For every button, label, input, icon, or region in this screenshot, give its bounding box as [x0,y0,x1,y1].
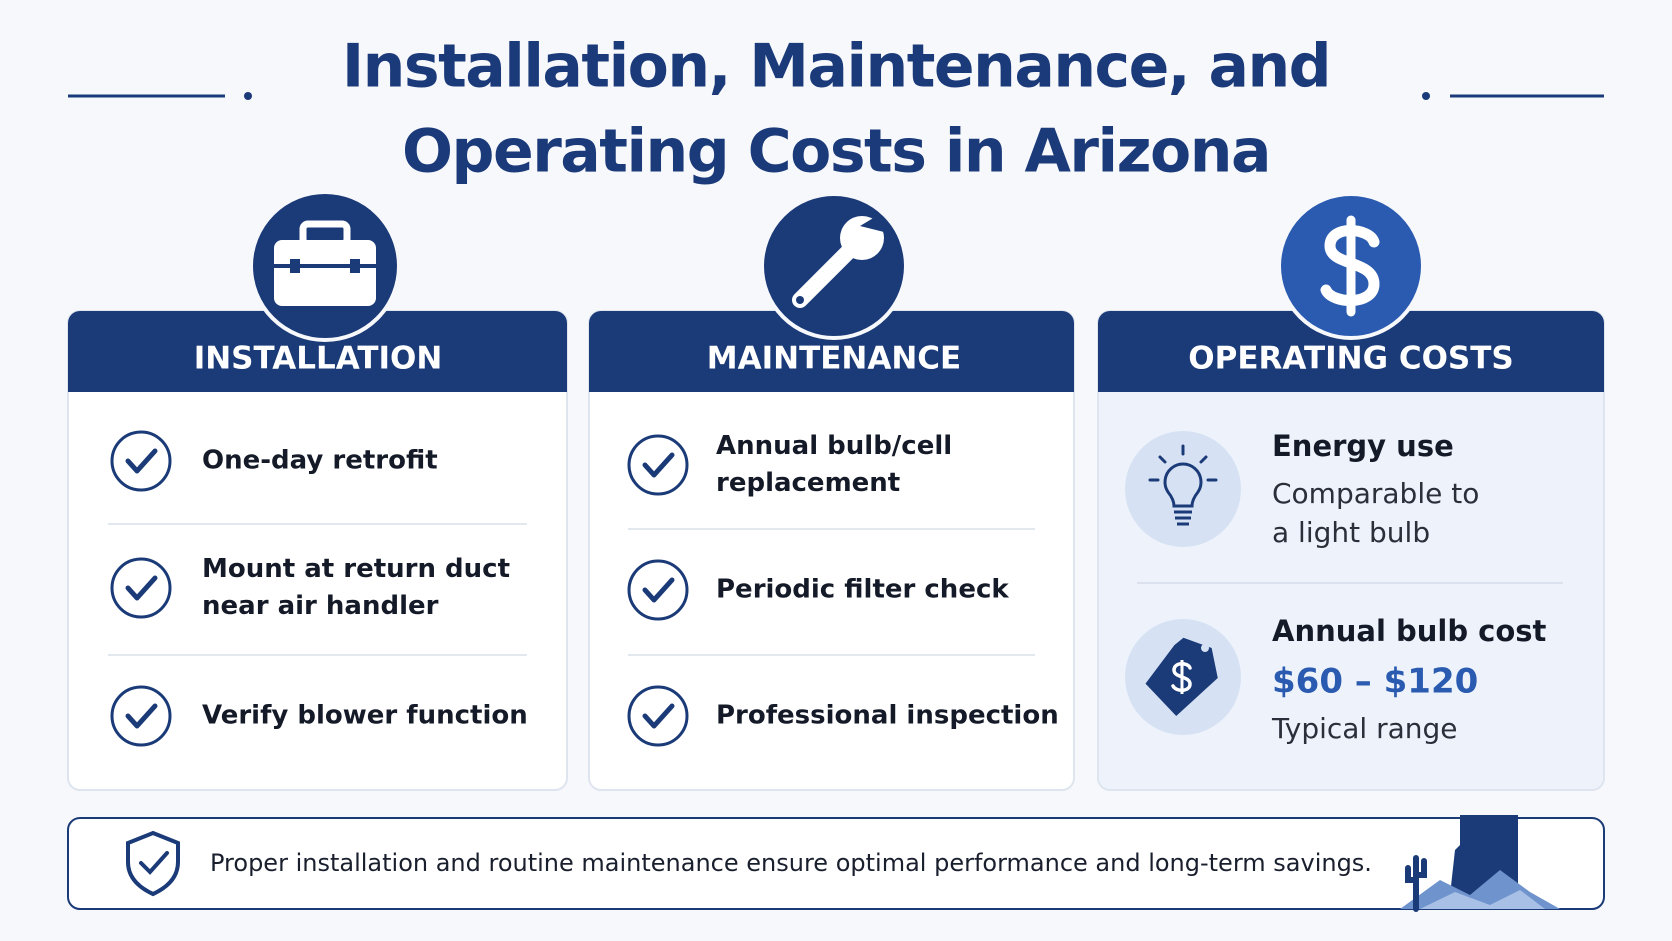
item-text: One-day retrofit [202,446,438,476]
footer-text: Proper installation and routine maintena… [210,849,1372,877]
arizona-decor [1400,815,1560,912]
decor-dot [244,92,252,100]
check-icon [110,685,172,747]
check-mark [642,577,675,603]
check-mark [642,452,675,478]
check-icon [110,430,172,492]
card-header [1098,311,1604,392]
item-text: Annual bulb/cell [716,431,952,461]
check-icon [110,557,172,619]
check-mark [125,575,158,601]
item-text: Periodic filter check [716,575,1009,605]
item-text: near air handler [202,591,439,621]
footer-box [67,817,1605,910]
check-icon [627,559,689,621]
shield-icon [126,830,180,897]
cost-range: $60 – $120 [1272,662,1478,702]
wrench-icon [760,192,908,340]
card [67,310,568,791]
card [588,310,1075,791]
price-tag-icon [1125,619,1241,735]
cost-text: a light bulb [1272,516,1430,549]
shield-check [139,851,169,875]
content: One-day retrofit Mount at return duct near… [110,429,1547,747]
check-icon [627,434,689,496]
card-header [589,311,1074,392]
item-text: replacement [716,468,900,498]
item-text: Verify blower function [202,701,528,731]
check-icon [627,685,689,747]
item-text: Mount at return duct [202,554,510,584]
card-heading: OPERATING COSTS [1188,341,1513,377]
cost-title: Energy use [1272,429,1454,463]
dollar-icon [1277,192,1425,340]
check-mark [125,703,158,729]
card-heading: MAINTENANCE [707,341,961,377]
card-heading: INSTALLATION [194,341,443,377]
toolbox-icon [249,190,401,342]
cost-text: Typical range [1271,712,1458,745]
bulb-icon [1125,431,1241,547]
title-line: Operating Costs in Arizona [402,117,1270,187]
title-line: Installation, Maintenance, and [342,32,1330,102]
cost-title: Annual bulb cost [1272,614,1547,648]
check-mark [642,703,675,729]
item-text: Professional inspection [716,701,1059,731]
card-header [68,311,567,392]
cost-text: Comparable to [1272,477,1479,510]
decor-dot [1422,92,1430,100]
check-mark [125,448,158,474]
